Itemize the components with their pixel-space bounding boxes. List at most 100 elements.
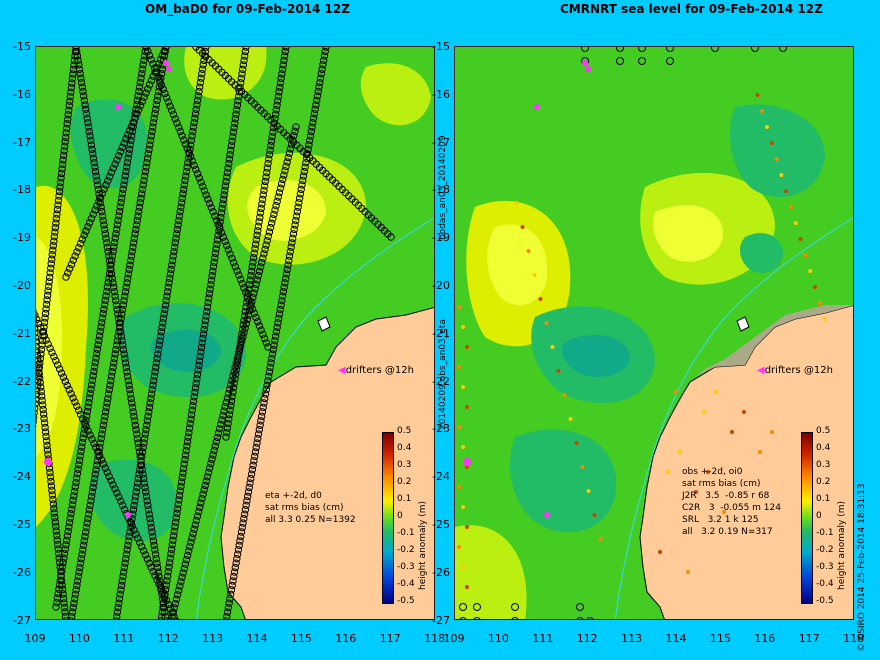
colorbar-tick: 0.4 (397, 443, 412, 453)
drifters-text-right: drifters @12h (764, 365, 833, 376)
colorbar-tick: -0.5 (397, 596, 415, 606)
colorbar-tick: 0.2 (816, 477, 831, 487)
shelf-right (695, 305, 853, 377)
y-tick-label: -17 (13, 135, 31, 149)
left-map-title: OM_baD0 for 09-Feb-2014 12Z (145, 2, 350, 16)
left-stat-line: sat rms bias (cm) (265, 503, 344, 513)
x-tick-label: 114 (246, 632, 268, 645)
colorbar-label-right: height anomaly (m) (837, 500, 847, 590)
copyright-text: © CSIRO 2014 25-Feb-2014 18:31:13 (857, 483, 867, 652)
colorbar-tick: 0.3 (397, 460, 412, 470)
x-tick-label: 115 (709, 632, 731, 645)
y-tick-label: -26 (13, 565, 31, 579)
y-tick-label: -16 (13, 87, 31, 101)
colorbar-tick: -0.4 (397, 579, 415, 589)
y-tick-label: -23 (432, 422, 450, 436)
colorbar-tick: -0.1 (816, 528, 834, 538)
bathymetry-contour-left (195, 217, 434, 619)
y-tick-label: -15 (432, 40, 450, 53)
right-map-panel[interactable] (454, 46, 854, 620)
y-tick-label: -26 (432, 565, 450, 579)
y-tick-label: -17 (432, 135, 450, 149)
colorbar-tick: -0.1 (397, 528, 415, 538)
colorbar-tick: 0.5 (816, 426, 831, 436)
y-tick-label: -19 (432, 231, 450, 245)
colorbar-tick: -0.3 (816, 562, 834, 572)
x-tick-label: 115 (290, 632, 312, 645)
y-tick-label: -25 (13, 518, 31, 531)
right-stat-line: all 3.2 0.19 N=317 (682, 527, 773, 537)
colorbar-tick: 0.2 (397, 477, 412, 487)
bathymetry-contour-right (614, 217, 853, 619)
left-stat-line: all 3.3 0.25 N=1392 (265, 515, 356, 525)
x-tick-label: 116 (754, 632, 776, 645)
colorbar-tick: 0.1 (816, 494, 831, 504)
observation-markers (457, 47, 827, 619)
drifters-label-right: ◀drifters @12h (757, 365, 833, 376)
colorbar-tick: 0 (397, 511, 403, 521)
right-stat-line: obs +-2d, oi0 (682, 467, 743, 477)
drifters-left (44, 60, 172, 518)
y-tick-label: -25 (432, 518, 450, 531)
y-tick-label: -20 (13, 279, 31, 292)
x-tick-label: 117 (379, 632, 401, 645)
right-map-title: CMRNRT sea level for 09-Feb-2014 12Z (560, 2, 823, 16)
drifter-arrow-icon: ◀ (338, 365, 346, 376)
colorbar-tick: -0.4 (816, 579, 834, 589)
colorbar-tick: 0.1 (397, 494, 412, 504)
left-map-panel[interactable] (35, 46, 435, 620)
y-tick-label: -23 (13, 422, 31, 436)
left-stat-line: eta +-2d, d0 (265, 491, 322, 501)
x-tick-label: 110 (68, 632, 90, 645)
x-tick-label: 110 (487, 632, 509, 645)
x-tick-label: 111 (532, 632, 554, 645)
colorbar-tick: -0.2 (816, 545, 834, 555)
islands-left (317, 316, 331, 332)
x-tick-label: 109 (443, 632, 465, 645)
y-tick-label: -15 (13, 40, 31, 53)
x-tick-label: 112 (576, 632, 598, 645)
x-tick-label: 117 (798, 632, 820, 645)
y-tick-label: -24 (13, 470, 31, 484)
y-tick-label: -21 (13, 326, 31, 340)
y-tick-label: -19 (13, 231, 31, 245)
colorbar-tick: 0.4 (816, 443, 831, 453)
drifters-right (463, 60, 591, 518)
colorbar-tick: -0.5 (816, 596, 834, 606)
x-tick-label: 112 (157, 632, 179, 645)
y-tick-label: -18 (13, 183, 31, 197)
y-tick-label: -18 (432, 183, 450, 197)
islands-right (736, 316, 750, 332)
right-stat-line: C2R 3 -0.055 m 124 (682, 503, 781, 513)
altimeter-tracks (36, 47, 395, 619)
drifter-arrow-icon: ◀ (757, 365, 765, 376)
colorbar-tick: 0.3 (816, 460, 831, 470)
y-tick-label: -24 (432, 470, 450, 484)
x-tick-label: 111 (113, 632, 135, 645)
x-tick-label: 109 (24, 632, 46, 645)
colorbar-tick: -0.2 (397, 545, 415, 555)
x-tick-label: 118 (424, 632, 446, 645)
x-tick-label: 118 (843, 632, 865, 645)
colorbar-tick: 0 (816, 511, 822, 521)
y-tick-label: -27 (432, 613, 450, 627)
land-left (220, 307, 434, 619)
y-tick-label: -21 (432, 326, 450, 340)
drifters-text-left: drifters @12h (345, 365, 414, 376)
x-tick-label: 116 (335, 632, 357, 645)
x-tick-label: 113 (621, 632, 643, 645)
left-stats-box: eta +-2d, d0 sat rms bias (cm) all 3.3 0.2… (265, 490, 356, 526)
colorbar-tick: -0.3 (397, 562, 415, 572)
colorbar-right (801, 432, 813, 604)
left-map-canvas (36, 47, 434, 619)
y-tick-label: -16 (432, 87, 450, 101)
right-stat-line: SRL 3.2 1 k 125 (682, 515, 759, 525)
right-stat-line: J2R 3.5 -0.85 r 68 (682, 491, 770, 501)
colorbar-tick: 0.5 (397, 426, 412, 436)
y-tick-label: -20 (432, 279, 450, 292)
right-map-canvas (455, 47, 853, 619)
drifters-label-left: ◀drifters @12h (338, 365, 414, 376)
x-tick-label: 114 (665, 632, 687, 645)
y-tick-label: -22 (432, 374, 450, 388)
y-tick-label: -22 (13, 374, 31, 388)
